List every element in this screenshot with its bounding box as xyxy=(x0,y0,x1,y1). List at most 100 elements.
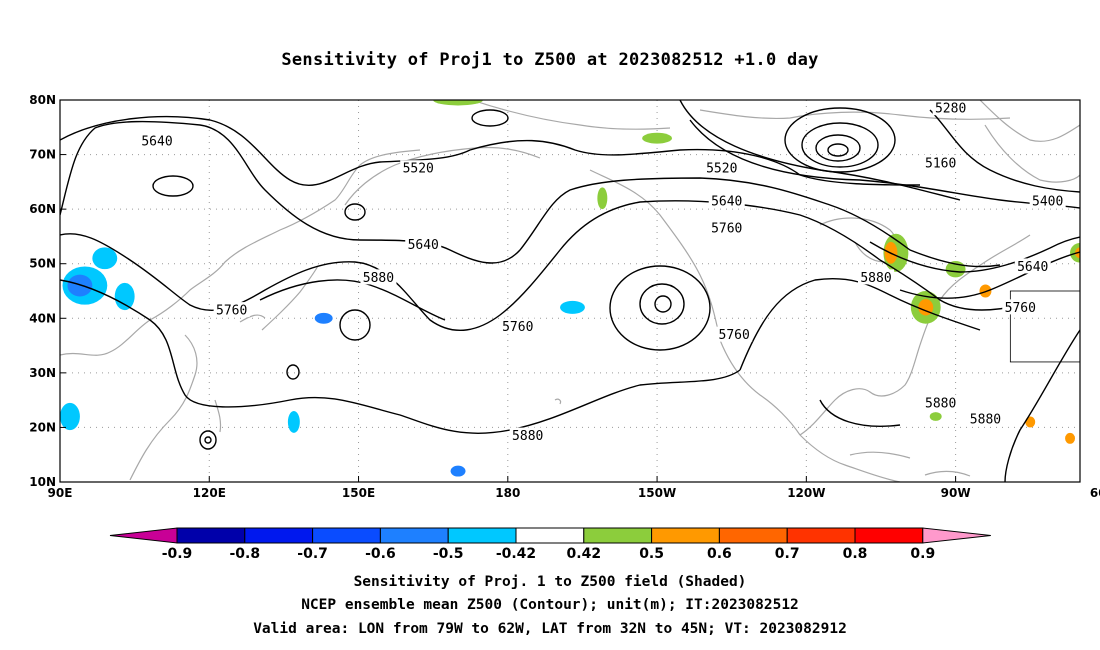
contour-label: 5880 xyxy=(925,396,956,411)
contour-label: 5160 xyxy=(925,156,956,171)
sensitivity-patch xyxy=(314,312,333,324)
contour-label: 5760 xyxy=(216,304,247,319)
coastlines xyxy=(60,100,1080,482)
contour-label-bg xyxy=(703,160,740,176)
contour-label: 5760 xyxy=(502,320,533,335)
sensitivity-patch xyxy=(642,132,672,144)
contour-label: 5760 xyxy=(1005,301,1036,316)
colorbar-swatch xyxy=(312,527,381,544)
contour-labels: 5640 5520 5640 5880 5760 5760 5520 5640 5760 5760… xyxy=(139,100,1066,444)
colorbar-label: -0.8 xyxy=(229,546,260,562)
colorbar-label: -0.6 xyxy=(365,546,396,562)
lon-tick-label: 120E xyxy=(193,486,226,500)
colorbar-label: -0.42 xyxy=(496,546,536,562)
lon-tick-label: 150W xyxy=(638,486,676,500)
sensitivity-patch xyxy=(597,187,608,210)
colorbar-label: -0.9 xyxy=(162,546,193,562)
lat-tick-label: 20N xyxy=(29,420,56,434)
lon-tick-label: 180 xyxy=(495,486,520,500)
colorbar-high-extend xyxy=(922,527,991,544)
lon-tick-label: 90W xyxy=(941,486,971,500)
lat-lon-grid xyxy=(60,100,1080,482)
colorbar-low-extend xyxy=(109,527,178,544)
contour-label-bg xyxy=(858,269,894,285)
colorbar-swatch xyxy=(379,527,449,544)
contour-label-bg xyxy=(932,100,969,116)
valid-area-box xyxy=(1009,290,1080,363)
colorbar-swatch xyxy=(447,527,517,544)
lat-tick-label: 60N xyxy=(29,202,56,216)
contour-label-bg xyxy=(922,154,959,170)
lat-tick-label: 40N xyxy=(29,311,56,325)
colorbar-label: 0.7 xyxy=(775,546,800,562)
contour-label-bg xyxy=(1029,192,1066,208)
contour-label-bg xyxy=(405,236,442,252)
plot-frame xyxy=(59,99,1081,483)
caption-contour: NCEP ensemble mean Z500 (Contour); unit(… xyxy=(301,597,799,613)
sensitivity-patch xyxy=(1065,432,1076,444)
contour-label-bg xyxy=(400,160,437,176)
lat-tick-label: 80N xyxy=(29,93,56,107)
colorbar-label: 0.5 xyxy=(639,546,664,562)
colorbar: -0.9 -0.8 -0.7 -0.6 -0.5 -0.42 0.42 0.5 0.6 0.7 0.… xyxy=(109,527,991,562)
contour-label: 5760 xyxy=(719,328,750,343)
contour-label-bg xyxy=(1014,258,1051,274)
contour-label: 5880 xyxy=(363,271,394,286)
sensitivity-patch xyxy=(92,247,118,270)
contour-label-bg xyxy=(139,132,176,148)
contour-label: 5640 xyxy=(141,134,172,149)
lon-tick-label: 90E xyxy=(48,486,73,500)
contour-label: 5400 xyxy=(1032,194,1063,209)
sensitivity-patch xyxy=(450,465,466,477)
contour-label: 5760 xyxy=(711,222,742,237)
contour-label-bg xyxy=(509,427,546,443)
lat-tick-label: 50N xyxy=(29,257,56,271)
sensitivity-patch xyxy=(918,299,934,316)
figure-title: Sensitivity of Proj1 to Z500 at 20230825… xyxy=(281,50,819,70)
contour-label: 5520 xyxy=(706,162,737,177)
colorbar-label: -0.7 xyxy=(297,546,328,562)
colorbar-swatch xyxy=(515,527,585,544)
lon-tick-label: 120W xyxy=(787,486,825,500)
contour-label-bg xyxy=(716,326,753,342)
contour-label-bg xyxy=(967,411,1004,427)
colorbar-swatch xyxy=(786,527,856,544)
contour-label: 5640 xyxy=(1017,260,1048,275)
contour-label: 5280 xyxy=(935,102,966,117)
contour-label: 5640 xyxy=(711,194,742,209)
lat-tick-label: 30N xyxy=(29,366,56,380)
colorbar-label: 0.6 xyxy=(707,546,732,562)
z500-contours xyxy=(60,100,1080,482)
contour-label-bg xyxy=(708,192,745,208)
contour-label-bg xyxy=(1002,299,1039,315)
lon-tick-label: 150E xyxy=(342,486,375,500)
colorbar-label: 0.9 xyxy=(910,546,935,562)
sensitivity-shading xyxy=(60,100,1080,477)
colorbar-swatch xyxy=(854,527,924,544)
sensitivity-patch xyxy=(67,274,93,297)
contour-label: 5520 xyxy=(403,162,434,177)
contour-label-bg xyxy=(708,220,745,236)
sensitivity-patch xyxy=(929,412,942,421)
colorbar-swatch xyxy=(718,527,788,544)
contour-label-bg xyxy=(213,302,250,318)
contour-label-bg xyxy=(360,269,397,285)
lat-tick-label: 70N xyxy=(29,148,56,162)
contour-label: 5880 xyxy=(860,271,891,286)
caption-shading: Sensitivity of Proj. 1 to Z500 field (Sh… xyxy=(353,574,747,590)
contour-label-bg xyxy=(499,318,536,334)
sensitivity-patch xyxy=(287,411,300,433)
lon-tick-label: 60W xyxy=(1090,486,1100,500)
sensitivity-patch xyxy=(1025,416,1036,428)
colorbar-swatch xyxy=(244,527,314,544)
contour-label-bg xyxy=(922,394,959,410)
colorbar-label: 0.42 xyxy=(567,546,602,562)
colorbar-swatch xyxy=(176,527,246,544)
colorbar-label: 0.8 xyxy=(843,546,868,562)
contour-label: 5880 xyxy=(512,429,543,444)
contour-label: 5640 xyxy=(408,238,439,253)
sensitivity-patch xyxy=(114,282,135,311)
sensitivity-patch xyxy=(433,100,483,106)
caption-valid-area: Valid area: LON from 79W to 62W, LAT fro… xyxy=(253,621,847,637)
